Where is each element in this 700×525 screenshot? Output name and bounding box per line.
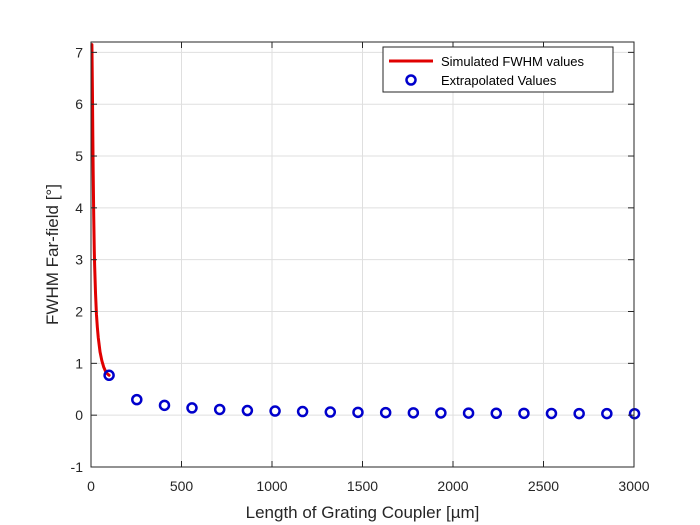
y-tick-label: 1 [75,355,83,371]
x-tick-label: 2000 [437,478,468,494]
data-point-extrapolated [241,404,254,417]
data-point-extrapolated [628,407,641,420]
x-tick-label: 3000 [618,478,649,494]
series-line-simulated [90,43,111,377]
y-tick-label: 6 [75,96,83,112]
y-tick-label: 3 [75,252,83,268]
data-point-extrapolated [352,406,364,419]
data-point-extrapolated [296,405,309,418]
y-tick-label: 2 [75,304,83,320]
data-point-extrapolated [324,406,337,418]
data-point-extrapolated [573,407,585,420]
data-point-extrapolated [186,402,198,414]
series-layer [90,43,641,420]
legend-box [382,46,614,93]
legend-entry-label: Simulated FWHM values [441,54,585,69]
data-point-extrapolated [435,407,447,419]
y-tick-label: 4 [75,200,83,216]
data-point-extrapolated [518,407,530,420]
x-tick-label: 1000 [256,478,287,494]
x-tick-label: 0 [87,478,95,494]
x-tick-label: 2500 [528,478,559,494]
legend-swatch-marker [405,74,417,86]
data-point-extrapolated [379,406,392,419]
legend-entry-label: Extrapolated Values [441,73,557,88]
axes-box [90,41,635,468]
y-tick-label: 0 [75,407,83,423]
data-point-extrapolated [103,369,115,382]
data-point-extrapolated [158,399,171,412]
y-tick-label: 5 [75,148,83,164]
data-point-extrapolated [407,407,420,419]
x-axis-label: Length of Grating Coupler [µm] [246,503,480,522]
axes [90,41,635,468]
data-point-extrapolated [462,407,475,419]
data-point-extrapolated [601,407,613,420]
x-tick-label: 1500 [347,478,378,494]
y-tick-label: 7 [75,44,83,60]
data-point-extrapolated [131,393,143,406]
data-point-extrapolated [545,407,558,420]
legend: Simulated FWHM values Extrapolated Values [382,46,614,93]
data-point-extrapolated [213,403,226,416]
x-tick-label: 500 [170,478,194,494]
data-point-extrapolated [490,407,503,420]
data-point-extrapolated [269,405,281,417]
grid [91,42,634,467]
y-axis-label: FWHM Far-field [°] [43,184,62,325]
y-tick-label: -1 [71,459,84,475]
